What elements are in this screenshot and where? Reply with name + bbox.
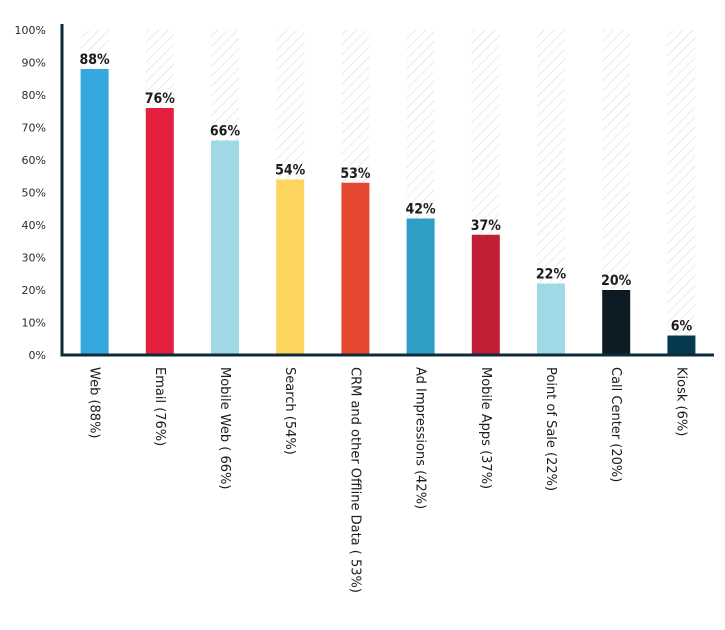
y-tick-label: 40% xyxy=(22,219,46,232)
data-label: 53% xyxy=(340,166,371,182)
category-label: Kiosk (6%) xyxy=(673,367,688,436)
hatch-column xyxy=(667,30,696,355)
y-tick-label: 60% xyxy=(22,154,46,167)
data-label: 88% xyxy=(80,52,111,68)
data-label: 54% xyxy=(275,163,306,179)
y-tick-label: 90% xyxy=(22,57,46,70)
data-label: 20% xyxy=(601,273,632,289)
y-tick-label: 70% xyxy=(22,122,46,135)
y-tick-label: 100% xyxy=(15,24,46,37)
bar xyxy=(80,69,109,355)
y-tick-label: 20% xyxy=(22,284,46,297)
bar xyxy=(667,335,696,355)
category-label: Email (76%) xyxy=(152,367,167,446)
data-labels: 88% 76% 66% 54% 53% 42% 37% 22% 20% 6% xyxy=(80,52,693,335)
y-axis-ticks: 0% 10% 20% 30% 40% 50% 60% 70% 80% 90% 100% xyxy=(15,24,46,362)
category-label: Call Center (20%) xyxy=(608,367,623,482)
y-tick-label: 30% xyxy=(22,252,46,265)
bar xyxy=(471,234,500,355)
category-label: Ad Impressions (42%) xyxy=(413,367,428,509)
bars xyxy=(80,69,696,355)
y-tick-label: 50% xyxy=(22,187,46,200)
data-label: 76% xyxy=(145,91,176,107)
category-labels: Web (88%) Email (76%) Mobile Web ( 66%) Sea… xyxy=(87,367,689,593)
data-label: 6% xyxy=(671,319,693,335)
axes xyxy=(60,24,714,357)
category-label: Point of Sale (22%) xyxy=(543,367,558,491)
data-label: 37% xyxy=(471,218,502,234)
category-label: Search (54%) xyxy=(282,367,297,455)
bar xyxy=(537,283,565,355)
data-label: 42% xyxy=(406,202,437,218)
bar xyxy=(145,108,174,355)
y-tick-label: 80% xyxy=(22,89,46,102)
category-label: Mobile Apps (37%) xyxy=(478,367,493,489)
data-label: 66% xyxy=(210,124,241,140)
y-tick-label: 10% xyxy=(22,317,46,330)
category-label: Mobile Web ( 66%) xyxy=(217,367,232,489)
category-label: CRM and other Offline Data ( 53%) xyxy=(347,367,362,593)
bar xyxy=(602,290,631,355)
bar xyxy=(406,218,435,355)
data-label: 22% xyxy=(536,267,567,283)
y-tick-label: 0% xyxy=(29,349,46,362)
category-label: Web (88%) xyxy=(87,367,102,439)
bar xyxy=(341,182,370,355)
bar xyxy=(276,179,305,355)
bar xyxy=(211,140,239,355)
